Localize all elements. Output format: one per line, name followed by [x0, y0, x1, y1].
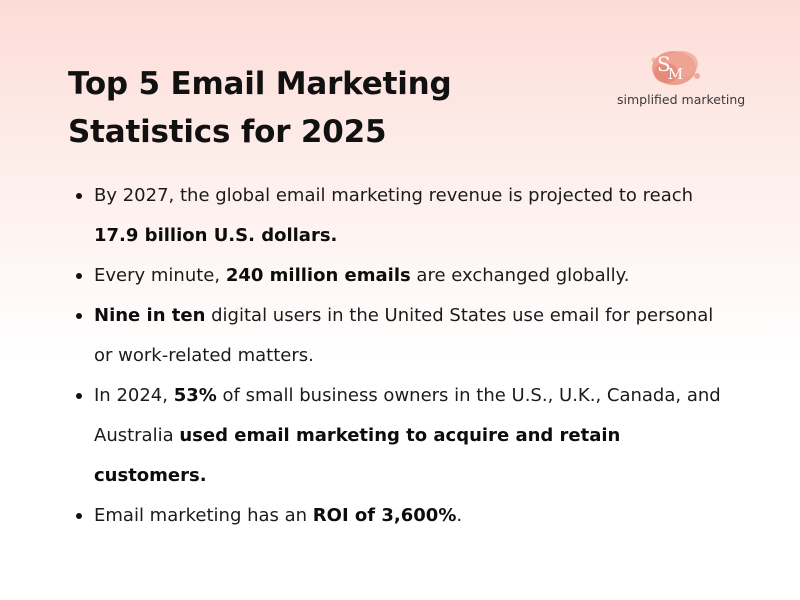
fact-text: Email marketing has an: [94, 505, 313, 526]
logo-monogram: SM: [657, 52, 686, 83]
page-title: Top 5 Email Marketing Statistics for 202…: [68, 60, 452, 156]
list-item: Every minute, 240 million emails are exc…: [76, 256, 734, 296]
fact-text: By 2027, the global email marketing reve…: [94, 185, 694, 206]
watercolor-splash-icon: [651, 51, 700, 85]
fact-highlight: used email marketing to acquire and reta…: [94, 425, 621, 486]
page-title-line-1: Top 5 Email Marketing: [68, 66, 452, 102]
fact-text: In 2024,: [94, 385, 174, 406]
fact-text: of small business owners in the U.S., U.…: [94, 385, 721, 446]
logo-monogram-s: S: [657, 52, 671, 76]
page-title-line-2: Statistics for 2025: [68, 114, 387, 150]
fact-highlight: 240 million emails: [225, 265, 411, 286]
fact-highlight: Nine in ten: [94, 305, 206, 326]
fact-text: are exchanged globally.: [410, 265, 630, 286]
statistics-list: By 2027, the global email marketing reve…: [76, 176, 734, 536]
list-item: Nine in ten digital users in the United …: [76, 296, 734, 376]
fact-highlight: 53%: [173, 385, 217, 406]
logo-wordmark: simplified marketing: [617, 92, 746, 107]
fact-highlight: ROI of 3,600%: [312, 505, 457, 526]
logo-monogram-m: M: [667, 65, 684, 83]
list-item: Email marketing has an ROI of 3,600%.: [76, 496, 734, 536]
fact-text: digital users in the United States use e…: [94, 305, 714, 366]
fact-text: .: [456, 505, 463, 526]
fact-highlight: 17.9 billion U.S. dollars.: [94, 225, 338, 246]
list-item: In 2024, 53% of small business owners in…: [76, 376, 734, 496]
list-item: By 2027, the global email marketing reve…: [76, 176, 734, 256]
fact-text: Every minute,: [94, 265, 226, 286]
brand-logo: SM simplified marketing: [612, 48, 752, 114]
